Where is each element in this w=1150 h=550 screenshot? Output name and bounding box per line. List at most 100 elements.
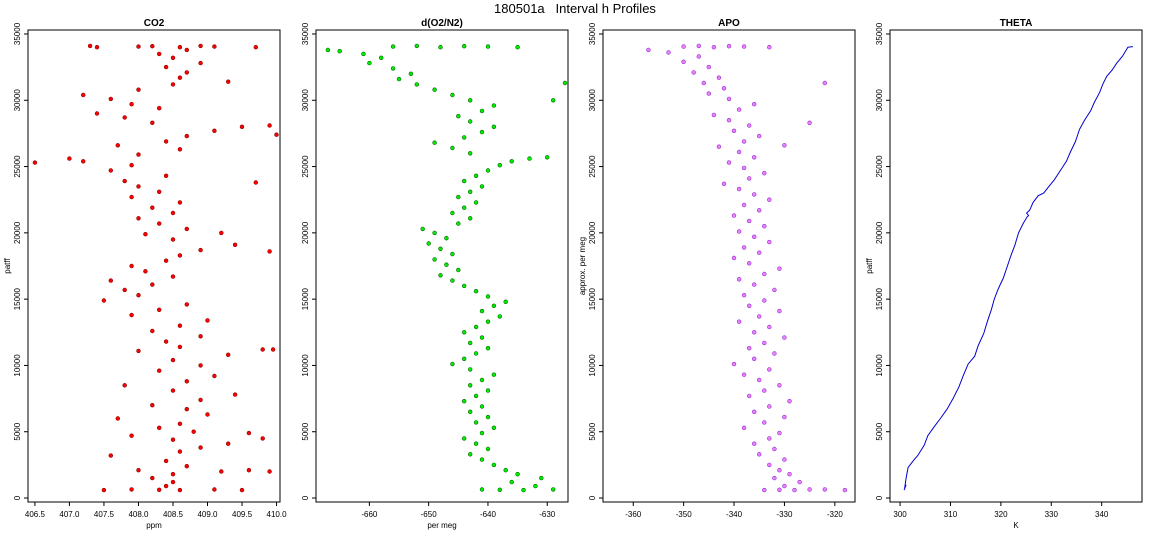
- co2-data-point: [143, 269, 148, 274]
- o2n2-data-point: [432, 257, 437, 262]
- apo-data-point: [736, 319, 742, 324]
- co2-data-point: [150, 120, 155, 126]
- co2-data-point: [212, 44, 217, 49]
- apo-data-point: [711, 44, 717, 50]
- o2n2-data-point: [468, 216, 473, 221]
- o2n2-data-point: [462, 330, 467, 335]
- co2-data-point: [150, 282, 155, 287]
- apo-data-point: [711, 112, 717, 118]
- o2n2-data-point: [485, 414, 491, 420]
- o2n2-data-point: [325, 47, 331, 53]
- o2n2-y-tick-label: 0: [301, 495, 310, 500]
- o2n2-x-tick-label: -630: [539, 510, 556, 519]
- co2-data-point: [198, 445, 203, 450]
- apo-data-point: [772, 446, 777, 452]
- apo-data-point: [751, 282, 757, 287]
- apo-data-point: [701, 80, 706, 86]
- co2-data-point: [177, 200, 183, 205]
- o2n2-data-point: [497, 487, 502, 492]
- o2n2-y-tick-label: 15000: [301, 287, 310, 310]
- co2-data-point: [184, 226, 190, 232]
- theta-x-axis-label: K: [1013, 521, 1019, 530]
- apo-data-point: [767, 367, 772, 372]
- o2n2-data-point: [468, 367, 473, 372]
- o2n2-data-point: [503, 468, 508, 473]
- apo-data-point: [746, 393, 752, 399]
- co2-data-point: [129, 194, 134, 200]
- co2-data-point: [122, 178, 127, 184]
- co2-data-point: [170, 472, 176, 477]
- o2n2-data-point: [473, 324, 479, 330]
- o2n2-data-point: [468, 151, 473, 156]
- apo-y-tick-label: 15000: [588, 287, 597, 310]
- co2-data-point: [170, 479, 176, 485]
- o2n2-data-point: [361, 51, 366, 57]
- apo-data-point: [762, 224, 767, 229]
- apo-data-point: [716, 75, 722, 80]
- co2-data-point: [163, 458, 169, 464]
- apo-data-point: [741, 372, 747, 377]
- co2-data-point: [143, 232, 148, 237]
- apo-data-point: [756, 250, 762, 255]
- co2-x-tick-label: 406.5: [25, 510, 46, 519]
- o2n2-data-point: [497, 163, 502, 168]
- o2n2-data-point: [414, 82, 419, 87]
- o2n2-data-point: [485, 168, 491, 173]
- apo-data-point: [756, 133, 762, 139]
- o2n2-data-point: [462, 135, 467, 140]
- co2-data-point: [115, 143, 121, 148]
- o2n2-data-point: [562, 80, 568, 86]
- apo-x-tick-label: -360: [625, 510, 642, 519]
- apo-data-point: [772, 351, 777, 356]
- apo-data-point: [751, 356, 757, 361]
- apo-data-point: [756, 314, 762, 319]
- co2-data-point: [177, 253, 183, 258]
- co2-y-tick-label: 10000: [13, 354, 22, 377]
- o2n2-data-point: [485, 388, 491, 393]
- co2-data-point: [198, 247, 203, 253]
- apo-data-point: [746, 176, 752, 181]
- o2n2-data-point: [485, 44, 491, 49]
- co2-plot-frame: [27, 29, 281, 503]
- o2n2-x-tick-label: -650: [421, 510, 438, 519]
- o2n2-data-point: [479, 108, 485, 114]
- apo-data-point: [681, 59, 686, 64]
- apo-data-point: [751, 192, 757, 197]
- co2-data-point: [122, 383, 127, 388]
- co2-data-point: [205, 318, 210, 323]
- o2n2-data-point: [550, 487, 556, 492]
- co2-data-point: [136, 348, 141, 354]
- apo-data-point: [726, 96, 732, 102]
- o2n2-data-point: [515, 472, 520, 477]
- co2-data-point: [157, 105, 162, 111]
- co2-data-point: [274, 132, 279, 137]
- co2-data-point: [198, 43, 203, 49]
- co2-data-point: [198, 334, 203, 339]
- o2n2-data-point: [485, 319, 491, 324]
- apo-data-point: [756, 377, 762, 383]
- co2-data-point: [129, 101, 134, 107]
- apo-y-tick-label: 20000: [588, 221, 597, 244]
- o2n2-data-point: [491, 103, 497, 108]
- apo-data-point: [777, 383, 782, 388]
- o2n2-data-point: [444, 236, 449, 241]
- apo-title: APO: [718, 18, 740, 29]
- apo-y-tick-label: 30000: [588, 89, 597, 112]
- co2-data-point: [136, 184, 141, 189]
- apo-data-point: [741, 44, 747, 49]
- o2n2-x-tick-label: -660: [361, 510, 378, 519]
- o2n2-data-point: [468, 98, 473, 103]
- o2n2-y-tick-label: 20000: [301, 221, 310, 244]
- apo-data-point: [762, 340, 767, 346]
- co2-data-point: [170, 388, 176, 393]
- co2-data-point: [129, 433, 134, 438]
- o2n2-data-point: [450, 361, 455, 367]
- co2-y-tick-label: 5000: [13, 422, 22, 440]
- apo-data-point: [767, 239, 772, 245]
- o2n2-plot-frame: [315, 29, 569, 503]
- apo-data-point: [731, 128, 737, 134]
- o2n2-data-point: [479, 487, 485, 492]
- co2-data-point: [122, 287, 127, 293]
- co2-data-point: [260, 436, 265, 441]
